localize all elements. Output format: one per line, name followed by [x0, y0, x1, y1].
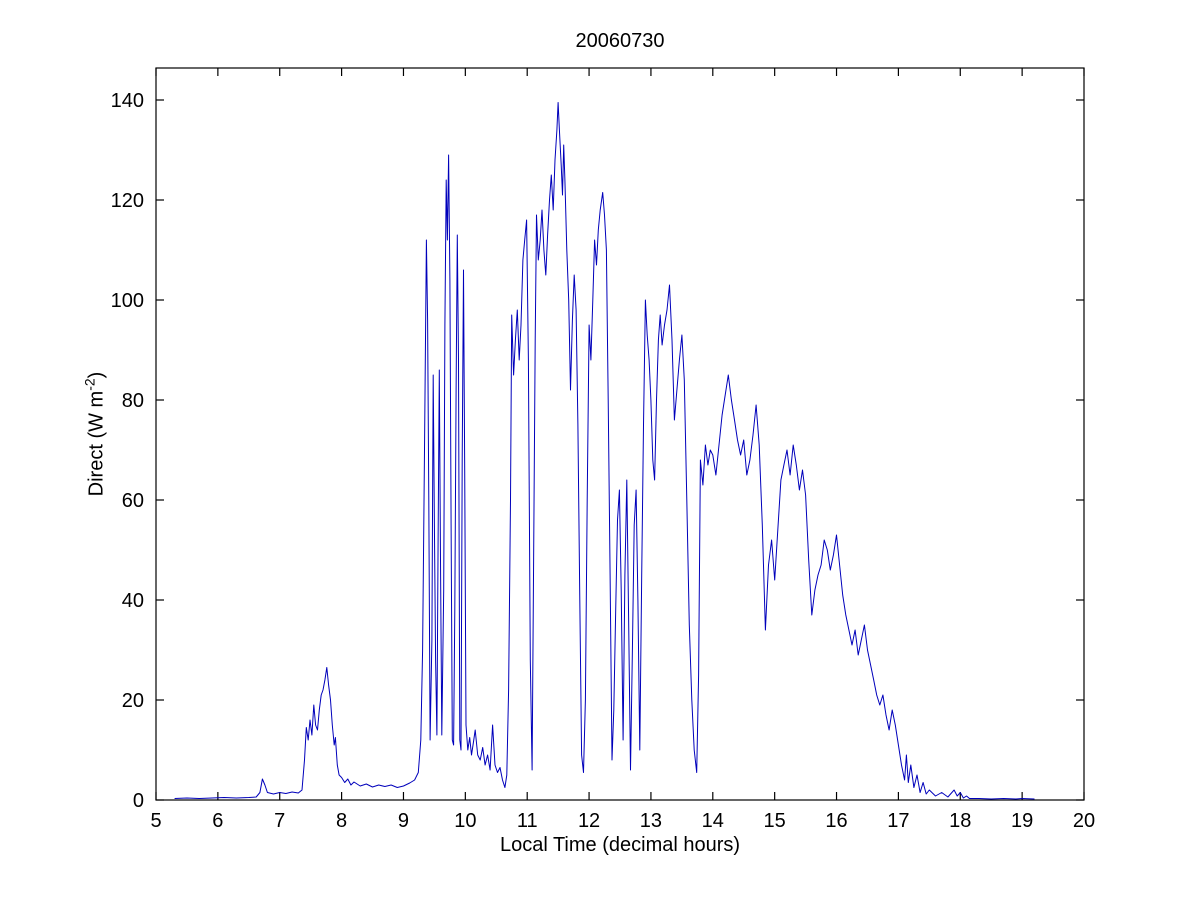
y-tick-label: 0 — [133, 790, 144, 812]
y-axis-label: Direct (W m-2) — [82, 372, 109, 497]
x-tick-label: 7 — [274, 810, 285, 832]
y-tick-label: 120 — [111, 190, 144, 212]
x-tick-label: 19 — [1011, 810, 1033, 832]
x-tick-label: 5 — [150, 810, 161, 832]
y-tick-label: 80 — [122, 390, 144, 412]
y-tick-label: 60 — [122, 490, 144, 512]
y-axis-label-superscript: -2 — [81, 378, 98, 391]
x-tick-label: 11 — [517, 810, 538, 832]
x-tick-label: 10 — [454, 810, 476, 832]
y-tick-label: 20 — [122, 690, 144, 712]
x-tick-label: 6 — [212, 810, 223, 832]
x-tick-label: 16 — [825, 810, 847, 832]
y-axis-label-suffix: ) — [85, 371, 108, 379]
y-tick-label: 40 — [122, 590, 144, 612]
data-series-line — [174, 102, 1035, 800]
x-tick-label: 18 — [949, 810, 971, 832]
chart-title: 20060730 — [575, 30, 665, 52]
x-tick-label: 14 — [702, 810, 724, 832]
x-tick-label: 9 — [398, 810, 409, 832]
x-tick-label: 17 — [887, 810, 909, 832]
x-tick-label: 13 — [640, 810, 662, 832]
x-tick-label: 20 — [1073, 810, 1095, 832]
y-tick-label: 100 — [111, 290, 144, 312]
x-tick-label: 15 — [764, 810, 786, 832]
x-tick-label: 8 — [336, 810, 347, 832]
y-tick-label: 140 — [111, 90, 144, 112]
plot-box — [155, 67, 1085, 801]
y-axis-label-prefix: Direct (W m — [85, 390, 108, 497]
x-axis-label: Local Time (decimal hours) — [499, 834, 741, 856]
x-tick-label: 12 — [578, 810, 600, 832]
